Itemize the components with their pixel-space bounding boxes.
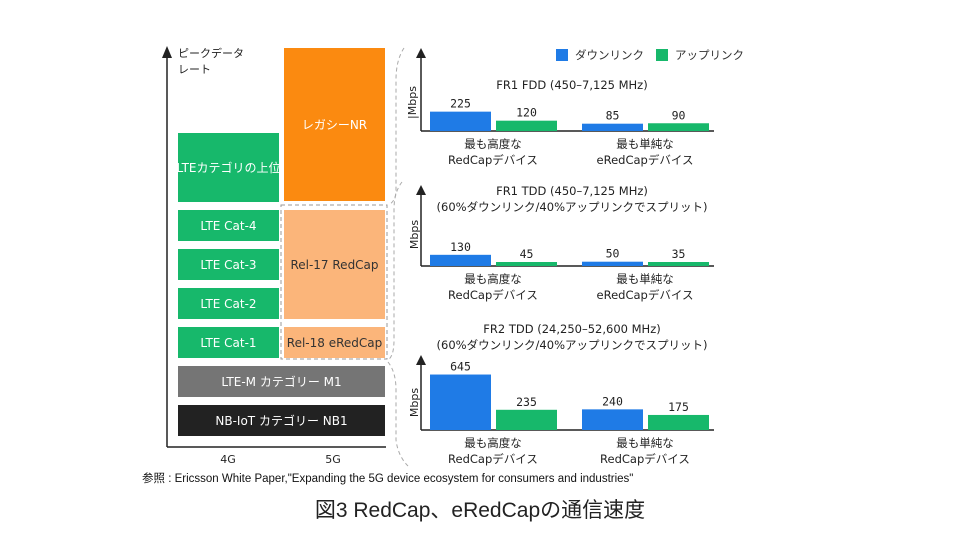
chart2-title: FR1 TDD (450–7,125 MHz) [496,184,648,198]
legend-swatch-uplink [656,49,668,61]
chart2-bar-uplink-2 [648,262,709,266]
chart3-value-label-downlink-1: 645 [450,360,471,374]
left-y-axis-arrow-icon [162,46,172,58]
chart1-value-label-uplink-1: 120 [516,106,537,120]
x-tick-5g: 5G [325,453,341,466]
legend-swatch-downlink [556,49,568,61]
block-legacy-nr: レガシーNR [284,48,385,201]
block-ltem: LTE-M カテゴリー M1 [178,366,385,397]
block-nbiot: NB-IoT カテゴリー NB1 [178,405,385,436]
chart3-value-label-uplink-1: 235 [516,395,537,409]
chart2-value-label-uplink-1: 45 [520,247,534,261]
chart2-group2-line2: eRedCapデバイス [596,288,694,302]
left-y-axis-label-line2: レート [178,63,211,76]
block-lte-upper: LTEカテゴリの上位 [177,133,280,202]
chart1-group1-line2: RedCapデバイス [448,153,538,167]
bracket-fr1-tdd [387,181,403,361]
chart1-group2-line2: eRedCapデバイス [596,153,694,167]
chart3-group1-line2: RedCapデバイス [448,452,538,466]
chart2-bar-uplink-1 [496,262,557,266]
legend-label-uplink: アップリンク [675,48,744,62]
chart3-y-axis-arrow-icon [416,355,426,365]
block-lte-cat2: LTE Cat-2 [178,288,279,319]
chart1-y-axis-arrow-icon [416,48,426,58]
chart3-value-label-downlink-2: 240 [602,394,623,408]
chart2-group1-line2: RedCapデバイス [448,288,538,302]
chart1-value-label-uplink-2: 90 [672,108,686,122]
chart1-bar-uplink-1 [496,120,557,131]
chart3-group2-line2: RedCapデバイス [600,452,690,466]
source-citation: 参照 : Ericsson White Paper,"Expanding the… [142,473,634,485]
chart3-subtitle: (60%ダウンリンク/40%アップリンクでスプリット) [436,338,708,352]
bracket-fr2-tdd [387,361,409,467]
chart1-bar-downlink-2 [582,123,643,131]
chart2-value-label-downlink-2: 50 [606,247,620,261]
chart3-value-label-uplink-2: 175 [668,400,689,414]
redcap-dashed-box [280,204,388,360]
legend-uplink: アップリンク [656,47,744,63]
chart1-value-label-downlink-2: 85 [606,109,620,123]
chart3-group1-line1: 最も高度な [464,436,522,450]
chart3-bar-downlink-2 [582,409,643,430]
chart3-bar-downlink-1 [430,374,491,430]
chart3-group2-line1: 最も単純な [616,436,674,450]
block-rel18-eredcap: Rel-18 eRedCap [284,327,385,358]
left-y-axis-label-line1: ピークデータ [178,47,244,60]
block-lte-cat1: LTE Cat-1 [178,327,279,358]
block-lte-cat3: LTE Cat-3 [178,249,279,280]
chart2-group2-line1: 最も単純な [616,272,674,286]
chart1-bar-uplink-2 [648,123,709,131]
chart3-title: FR2 TDD (24,250–52,600 MHz) [483,322,661,336]
chart2-y-axis-arrow-icon [416,185,426,195]
chart2-value-label-downlink-1: 130 [450,240,471,254]
legend-downlink: ダウンリンク [556,47,644,63]
chart2-bar-downlink-1 [430,254,491,266]
chart1-group2-line1: 最も単純な [616,137,674,151]
chart2-group1-line1: 最も高度な [464,272,522,286]
legend-label-downlink: ダウンリンク [575,48,644,62]
x-tick-4g: 4G [220,453,236,466]
chart1-group1-line1: 最も高度な [464,137,522,151]
bracket-fr1-fdd [389,47,405,205]
chart2-bar-downlink-2 [582,261,643,266]
chart1-value-label-downlink-1: 225 [450,97,471,111]
chart1-bar-downlink-1 [430,111,491,131]
block-lte-cat4: LTE Cat-4 [178,210,279,241]
chart2-subtitle: (60%ダウンリンク/40%アップリンクでスプリット) [436,200,708,214]
chart1-title: FR1 FDD (450–7,125 MHz) [496,78,648,92]
chart2-value-label-uplink-2: 35 [672,247,686,261]
figure-title: 図3 RedCap、eRedCapの通信速度 [314,499,646,522]
block-rel17-redcap: Rel-17 RedCap [284,210,385,319]
chart3-bar-uplink-1 [496,409,557,430]
chart3-bar-uplink-2 [648,414,709,430]
